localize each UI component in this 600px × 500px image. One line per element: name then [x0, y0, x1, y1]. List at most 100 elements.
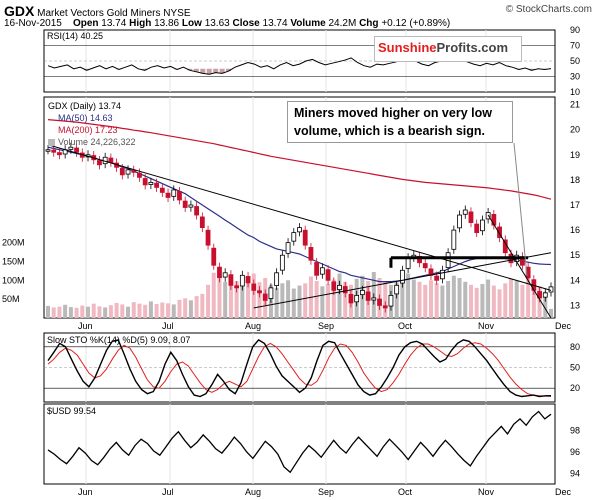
volume-bar [451, 275, 456, 318]
rsi-tick: 50 [570, 56, 580, 66]
volume-tick: 50M [2, 294, 20, 304]
candle-body [291, 232, 297, 242]
candle-body [497, 226, 502, 239]
candle-body [297, 227, 302, 233]
volume-bar [394, 282, 399, 318]
volume-bar [280, 283, 285, 318]
volume-bar [383, 281, 388, 318]
volume-bar [246, 279, 251, 318]
volume-bar [303, 283, 308, 318]
ma50-legend: MA(50) 14.63 [58, 113, 113, 123]
volume-bar [108, 305, 113, 318]
candle-body [371, 297, 377, 301]
volume-bar [240, 286, 245, 318]
month-label: Aug [245, 321, 261, 331]
security-name: Market Vectors Gold Miners [37, 8, 161, 19]
volume-bar [463, 281, 468, 318]
candle-body [148, 181, 154, 185]
candle-body [337, 284, 342, 291]
rsi-shade [213, 68, 219, 73]
volume-bar [46, 305, 50, 318]
candle-body [222, 272, 228, 278]
month-label: Sep [318, 321, 334, 331]
sto-tick: 20 [570, 383, 580, 393]
candle-body [68, 146, 74, 150]
price-tick: 13 [570, 300, 580, 310]
volume-bar [200, 293, 205, 318]
volume-bar [68, 307, 73, 318]
candle-body [234, 285, 240, 289]
volume-bar [428, 280, 433, 318]
volume-bar [417, 281, 422, 318]
month-label: Aug [245, 487, 261, 497]
rsi-tick: 30 [570, 72, 580, 82]
candle-body [548, 286, 554, 293]
uptrend-line [253, 252, 552, 309]
candle-body [325, 269, 331, 281]
candle-body [468, 211, 474, 223]
candle-body [308, 247, 314, 261]
steep-downtrend-line [487, 214, 552, 319]
volume-bar [474, 287, 479, 318]
candle-body [394, 284, 400, 295]
candle-body [251, 283, 257, 291]
volume-bar [411, 279, 416, 318]
x-axis: Jun Jul Aug Sep Oct Nov Dec [78, 487, 572, 497]
candle-body [211, 247, 217, 266]
usd-line [47, 410, 552, 474]
ma50-line [47, 146, 552, 283]
volume-bar [314, 281, 319, 318]
candle-body [285, 242, 291, 254]
rsi-shade [200, 68, 206, 74]
watermark-part2: Profits.com [436, 40, 509, 55]
high-label: High [129, 18, 152, 29]
candle-body [188, 204, 194, 208]
rsi-tick: 10 [570, 87, 580, 97]
sto-tick: 80 [570, 342, 580, 352]
volume-bar [154, 304, 159, 318]
volume-bar [91, 303, 96, 318]
candle-body [51, 149, 57, 153]
candle-body [399, 269, 405, 284]
rsi-title: RSI(14) 40.25 [47, 31, 103, 41]
volume-tick: 100M [2, 275, 25, 285]
chart-title: GDX Market Vectors Gold Miners NYSE [4, 3, 191, 19]
candle-body [205, 229, 211, 246]
candle-body [439, 269, 445, 280]
stoch-k-line [47, 338, 552, 398]
candle-body [331, 281, 337, 291]
price-tick: 21 [570, 100, 580, 110]
candle-body [354, 294, 360, 303]
candle-body [171, 189, 177, 197]
volume-bar [491, 285, 496, 318]
volume-bar [514, 281, 519, 318]
stochastic-panel: 80 50 20 Slow STO %K(14) %D(5) 9.09, 8.07 [43, 332, 580, 403]
rsi-shade [187, 68, 193, 71]
downtrend-line [47, 144, 552, 291]
volume-bar [126, 306, 131, 318]
candle-body [279, 254, 285, 271]
stoch-d-line [47, 342, 552, 397]
volume-bar [103, 307, 108, 318]
month-label: Jun [78, 487, 93, 497]
volume-bar [446, 281, 451, 318]
quote-date: 16-Nov-2015 [4, 18, 62, 29]
candle-body [108, 157, 114, 163]
volume-bar [143, 304, 148, 318]
candle-body [245, 276, 251, 284]
rsi-tick: 70 [570, 41, 580, 51]
volume-bar [468, 284, 473, 318]
symbol: GDX [4, 3, 35, 19]
volume-bar [171, 304, 176, 318]
volume-bar [520, 284, 525, 318]
volume-bar [457, 278, 462, 318]
candle-body [194, 206, 200, 216]
candle-body [422, 263, 428, 269]
month-label: Dec [555, 487, 572, 497]
volume-bar [543, 291, 548, 318]
volume-bar [497, 289, 502, 318]
volume-bar [503, 283, 508, 318]
candle-body [74, 147, 79, 153]
open-value: 13.74 [101, 18, 127, 29]
